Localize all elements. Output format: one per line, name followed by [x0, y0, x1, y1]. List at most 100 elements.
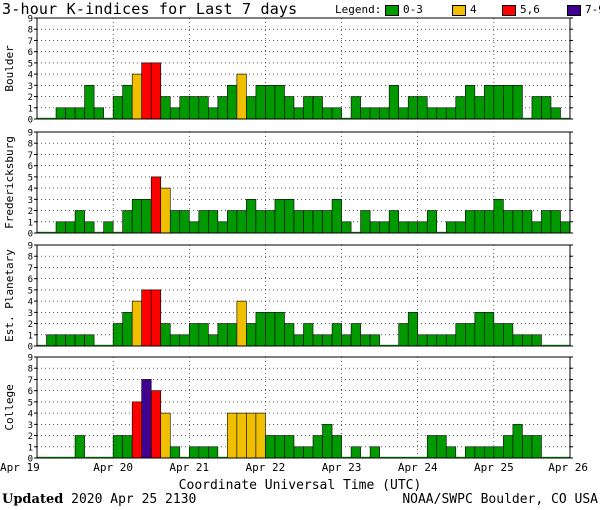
- k-index-bar: [131, 199, 142, 234]
- k-index-bar: [331, 107, 342, 120]
- k-index-bar: [303, 96, 314, 120]
- k-index-bar: [503, 85, 514, 120]
- k-index-bar: [74, 210, 85, 234]
- y-tick-label: 6: [28, 162, 33, 172]
- k-index-bar: [122, 210, 133, 234]
- k-index-bar: [341, 117, 352, 119]
- k-index-bar: [188, 221, 200, 234]
- k-index-bar: [426, 107, 438, 120]
- y-tick-label: 8: [28, 365, 33, 375]
- k-index-bar: [350, 96, 361, 120]
- y-tick-label: 5: [28, 286, 33, 296]
- k-index-bar: [455, 323, 466, 347]
- k-index-bar: [493, 85, 504, 120]
- k-index-bar: [369, 446, 380, 459]
- y-tick-label: 9: [28, 354, 33, 364]
- k-index-bar: [388, 85, 399, 120]
- station-label: College: [3, 384, 16, 430]
- k-index-bar: [37, 231, 47, 233]
- k-index-bar: [169, 446, 181, 459]
- k-index-chart: 0123456789Boulder0123456789Fredericksbur…: [0, 15, 588, 475]
- k-index-bar: [284, 96, 295, 120]
- k-index-bar: [46, 456, 57, 458]
- k-index-bar: [541, 210, 552, 234]
- k-index-bar: [474, 96, 485, 120]
- k-index-bar: [113, 231, 123, 233]
- k-index-bar: [94, 231, 104, 233]
- k-index-bar: [274, 85, 285, 120]
- k-index-bar: [160, 323, 171, 347]
- legend-swatch-4: [452, 5, 466, 16]
- k-index-bar: [160, 96, 171, 120]
- k-index-bar: [217, 221, 228, 234]
- y-tick-label: 5: [28, 173, 33, 183]
- updated-label: Updated: [2, 492, 64, 507]
- k-index-bar: [322, 334, 333, 347]
- y-tick-label: 8: [28, 140, 33, 150]
- y-tick-label: 2: [28, 93, 33, 103]
- x-tick-label: Apr 24: [398, 461, 438, 474]
- k-index-bar: [284, 323, 295, 347]
- k-index-bar: [265, 210, 276, 234]
- k-index-bar: [236, 73, 247, 120]
- k-index-bar: [350, 323, 361, 347]
- k-index-bar: [436, 435, 447, 459]
- k-index-bar: [141, 62, 152, 120]
- legend-item-7-9: 7-9: [585, 3, 600, 16]
- k-index-bar: [84, 456, 95, 458]
- k-index-bar: [550, 344, 561, 346]
- k-index-bar: [312, 334, 323, 347]
- k-index-bar: [37, 456, 47, 458]
- k-index-bar: [55, 221, 66, 234]
- k-index-bar: [484, 85, 495, 120]
- k-index-bar: [455, 221, 466, 234]
- k-index-bar: [56, 456, 66, 458]
- panel-frame: [36, 244, 571, 347]
- legend-item-5-6: 5,6: [520, 3, 540, 16]
- k-index-bar: [94, 344, 104, 346]
- k-index-bar: [160, 412, 171, 459]
- k-index-bar: [407, 221, 419, 234]
- k-index-bar: [322, 424, 333, 459]
- k-index-bar: [512, 85, 523, 120]
- k-index-bar: [150, 176, 162, 234]
- k-index-bar: [37, 344, 47, 346]
- k-index-bar: [379, 344, 390, 346]
- k-index-bar: [217, 323, 228, 347]
- x-tick-label: Apr 25: [474, 461, 514, 474]
- k-index-bar: [93, 107, 104, 120]
- legend-item-0-3: 0-3: [403, 3, 423, 16]
- legend-item-4: 4: [470, 3, 477, 16]
- k-index-bar: [322, 107, 333, 120]
- k-index-bar: [407, 96, 419, 120]
- k-index-bar: [131, 73, 142, 120]
- station-label: Boulder: [3, 45, 16, 92]
- k-index-bar: [46, 231, 57, 233]
- k-index-bar: [236, 210, 247, 234]
- k-index-bar: [55, 334, 66, 347]
- y-tick-label: 7: [28, 37, 33, 47]
- k-index-bar: [417, 96, 428, 120]
- k-index-bar: [312, 435, 323, 459]
- k-index-bar: [274, 435, 285, 459]
- k-index-bar: [112, 323, 123, 347]
- x-tick-label: Apr 26: [548, 461, 588, 474]
- k-index-bar: [188, 446, 200, 459]
- k-index-bar: [541, 96, 552, 120]
- k-index-bar: [274, 199, 285, 234]
- k-index-bar: [293, 334, 304, 347]
- k-index-bar: [131, 401, 142, 459]
- legend-swatch-7-9: [567, 5, 581, 16]
- k-index-bar: [484, 210, 495, 234]
- k-index-bar: [188, 96, 200, 120]
- k-index-bar: [255, 210, 266, 234]
- k-index-bar: [65, 107, 76, 120]
- y-tick-label: 3: [28, 82, 33, 92]
- k-index-bar: [360, 210, 371, 234]
- k-index-bar: [208, 107, 219, 120]
- k-index-bar: [426, 210, 438, 234]
- k-index-bar: [417, 456, 428, 458]
- k-index-bar: [503, 210, 514, 234]
- k-index-bar: [179, 456, 190, 458]
- y-tick-label: 3: [28, 309, 33, 319]
